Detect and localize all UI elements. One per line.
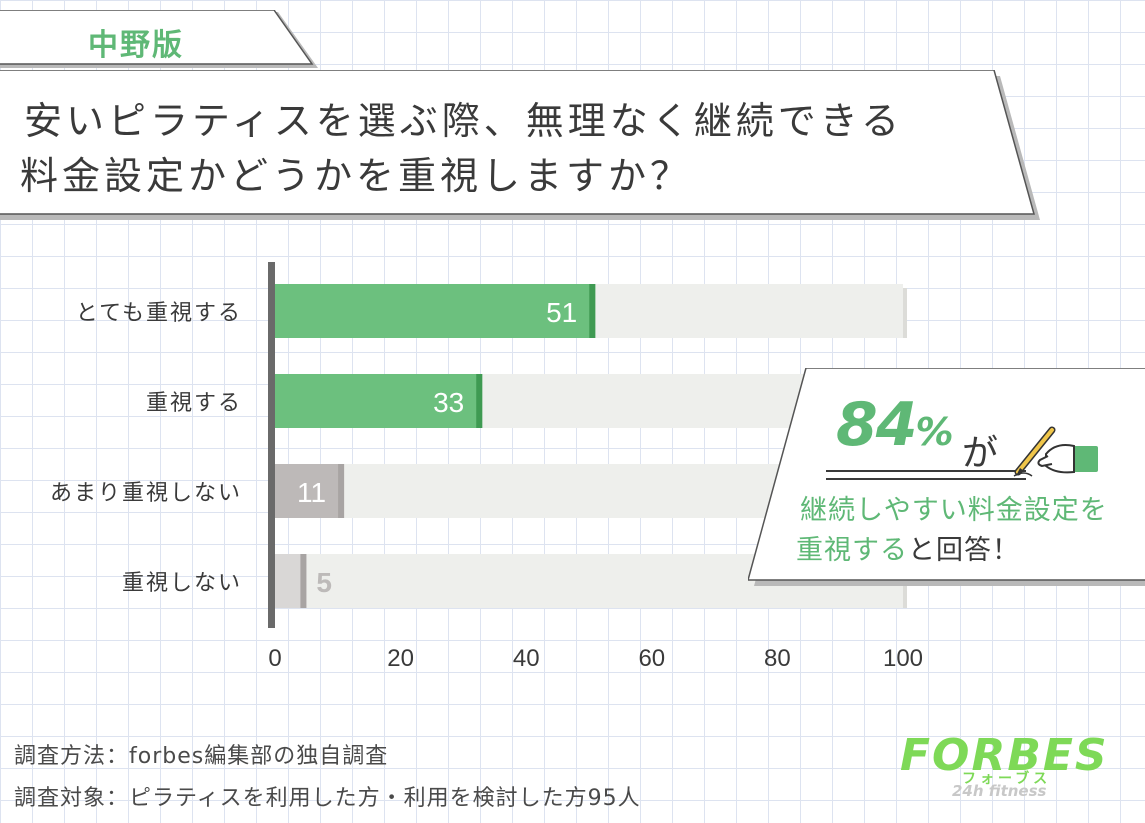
y-axis-line	[268, 262, 275, 628]
callout-percent-value: 84	[836, 390, 917, 460]
callout-text-line-1: 継続しやすい料金設定を	[800, 495, 1108, 526]
data-label: 33	[433, 387, 464, 418]
category-label: 重視しない	[122, 571, 242, 596]
x-tick-label: 60	[638, 645, 665, 672]
page-title-line-2: 料金設定かどうかを重視しますか？	[20, 154, 693, 198]
survey-target-note: 調査対象：ピラティスを利用した方・利用を検討した方95人	[14, 786, 641, 811]
category-label: 重視する	[146, 391, 242, 416]
callout-suffix: が	[962, 433, 999, 474]
bar	[275, 464, 345, 518]
callout-text-ending: と回答！	[908, 535, 1020, 566]
data-label: 5	[316, 567, 332, 598]
bar-track-shadow	[903, 288, 907, 338]
x-tick-label: 100	[883, 645, 923, 672]
callout-percentage: 84%	[836, 390, 954, 460]
bar	[275, 284, 596, 338]
survey-method-note: 調査方法：forbes編集部の独自調査	[14, 744, 389, 769]
page-title-line-1: 安いピラティスを選ぶ際、無理なく継続できる	[24, 99, 903, 143]
category-label: とても重視する	[76, 301, 242, 326]
x-tick-label: 20	[387, 645, 414, 672]
callout-text-line-2: 重視すると回答！	[796, 528, 1020, 567]
forbes-logo: FORBES フォーブス 24h fitness	[900, 730, 1115, 805]
bar-edge	[589, 284, 596, 338]
logo-kana: フォーブス	[962, 771, 1052, 787]
bar-edge	[476, 374, 483, 428]
x-tick-label: 40	[513, 645, 540, 672]
logo-wordmark: FORBES	[900, 730, 1109, 781]
data-label: 51	[546, 297, 577, 328]
title-box	[0, 70, 1040, 220]
x-tick-label: 0	[268, 645, 281, 672]
bar-edge	[300, 554, 307, 608]
bar-edge	[338, 464, 345, 518]
callout-percent-sign: %	[915, 410, 954, 454]
hand-writing-pen-icon	[1013, 426, 1098, 477]
callout-underline	[826, 470, 1026, 480]
region-tag-shape	[0, 10, 318, 68]
callout-box	[748, 368, 1145, 586]
data-label: 11	[297, 477, 326, 508]
callout-text-emphasis: 重視する	[796, 535, 908, 566]
x-tick-label: 80	[764, 645, 791, 672]
bar	[275, 374, 483, 428]
region-tag: 中野版	[88, 28, 184, 63]
logo-subtitle: 24h fitness	[952, 782, 1047, 800]
category-label: あまり重視しない	[50, 481, 242, 506]
